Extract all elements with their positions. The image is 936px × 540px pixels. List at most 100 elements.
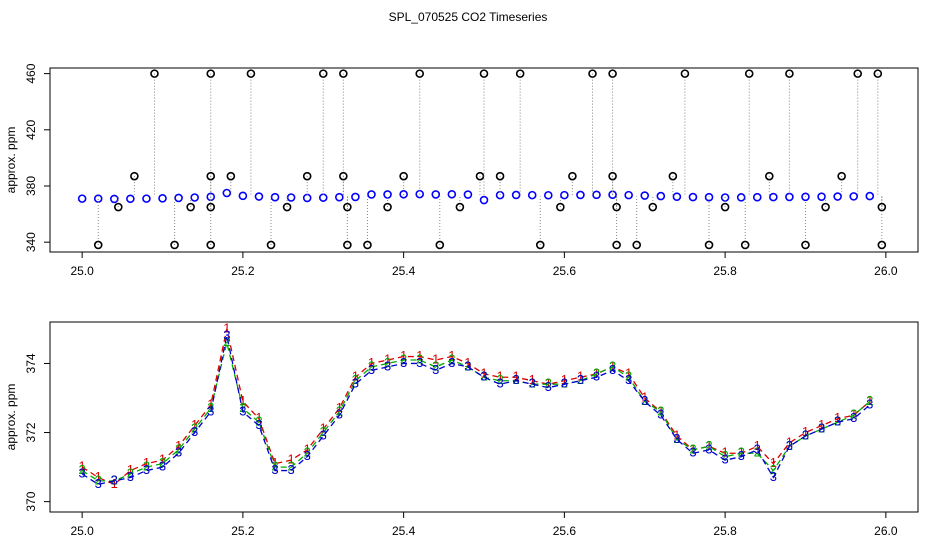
point-marker: 2 — [79, 462, 86, 477]
point-marker: 2 — [786, 438, 793, 453]
point-marker: 3 — [127, 469, 134, 484]
point — [479, 195, 489, 205]
x-tick-label: 25.4 — [392, 524, 416, 538]
point — [568, 171, 577, 181]
point-marker: 3 — [529, 376, 536, 391]
point-marker: 3 — [721, 452, 728, 467]
point-marker: 3 — [657, 407, 664, 422]
point-marker: 2 — [834, 414, 841, 429]
point-marker: 1 — [384, 351, 391, 366]
point — [174, 193, 183, 203]
point-marker: 2 — [496, 372, 503, 387]
point — [736, 193, 746, 202]
point-marker: 1 — [561, 372, 568, 387]
point-marker: 3 — [496, 376, 503, 391]
point-marker: 2 — [705, 438, 712, 453]
point-marker: 1 — [111, 476, 118, 491]
x-tick-label: 26.0 — [874, 524, 898, 538]
point — [608, 171, 617, 181]
point-marker: 1 — [159, 452, 166, 467]
point — [801, 240, 810, 250]
point — [206, 240, 216, 250]
point — [302, 171, 312, 181]
point-marker: 2 — [287, 459, 294, 474]
point — [246, 69, 256, 78]
point — [130, 171, 139, 181]
point — [648, 202, 658, 212]
point-marker: 1 — [673, 427, 680, 442]
point — [190, 193, 199, 202]
point — [343, 240, 352, 250]
point-marker: 3 — [577, 372, 584, 387]
point — [821, 202, 830, 212]
point — [150, 69, 159, 78]
point-marker: 1 — [191, 417, 198, 432]
point — [343, 202, 352, 212]
point — [765, 171, 774, 181]
point-marker: 1 — [689, 441, 696, 456]
point-marker: 2 — [513, 372, 520, 387]
point — [785, 69, 794, 78]
point-marker: 3 — [641, 393, 648, 408]
y-axis-label: approx. ppm — [4, 127, 18, 194]
point-marker: 1 — [657, 403, 664, 418]
series-line — [81, 328, 871, 486]
point — [399, 171, 408, 181]
point-marker: 1 — [448, 348, 455, 363]
point-marker: 2 — [368, 358, 375, 373]
point-marker: 3 — [689, 445, 696, 460]
point-marker: 1 — [464, 355, 471, 370]
point — [186, 202, 195, 212]
point-marker: 1 — [593, 365, 600, 380]
point-marker: 1 — [705, 438, 712, 453]
point — [853, 69, 863, 78]
point — [222, 188, 232, 198]
point — [656, 191, 666, 201]
point — [877, 202, 887, 212]
point-marker: 2 — [770, 462, 777, 477]
point-marker: 2 — [207, 400, 214, 415]
point — [254, 192, 264, 201]
point-marker: 3 — [352, 376, 359, 391]
point — [680, 69, 690, 78]
point — [720, 202, 730, 212]
point — [801, 192, 810, 202]
y-axis-label: approx. ppm — [4, 384, 18, 451]
point-marker: 3 — [416, 355, 423, 370]
point-marker: 1 — [400, 348, 407, 363]
point-marker: 2 — [384, 355, 391, 370]
point-marker: 3 — [320, 427, 327, 442]
point-marker: 2 — [304, 445, 311, 460]
point — [612, 202, 621, 212]
point-marker: 3 — [593, 369, 600, 384]
y-tick-label: 420 — [24, 119, 38, 139]
point-marker: 3 — [545, 379, 552, 394]
point — [608, 69, 617, 78]
point — [576, 190, 585, 200]
point-marker: 2 — [689, 441, 696, 456]
point-marker: 3 — [400, 355, 407, 370]
point — [624, 190, 633, 200]
point-marker: 1 — [786, 434, 793, 449]
point-marker: 3 — [191, 424, 198, 439]
y-tick-label: 374 — [24, 353, 38, 373]
point-marker: 3 — [143, 462, 150, 477]
point — [77, 194, 87, 203]
point-marker: 2 — [641, 393, 648, 408]
x-tick-label: 25.6 — [553, 524, 577, 538]
point-marker: 3 — [255, 417, 262, 432]
point-marker: 2 — [239, 400, 246, 415]
point — [704, 192, 714, 202]
point — [318, 69, 328, 78]
point-marker: 1 — [255, 410, 262, 425]
point — [556, 202, 565, 212]
point-marker: 2 — [657, 403, 664, 418]
point — [752, 192, 762, 202]
point-marker: 2 — [432, 358, 439, 373]
point-marker: 1 — [850, 407, 857, 422]
point-marker: 3 — [786, 438, 793, 453]
x-tick-label: 25.4 — [392, 264, 416, 278]
point-marker: 3 — [866, 396, 873, 411]
point — [335, 192, 344, 202]
